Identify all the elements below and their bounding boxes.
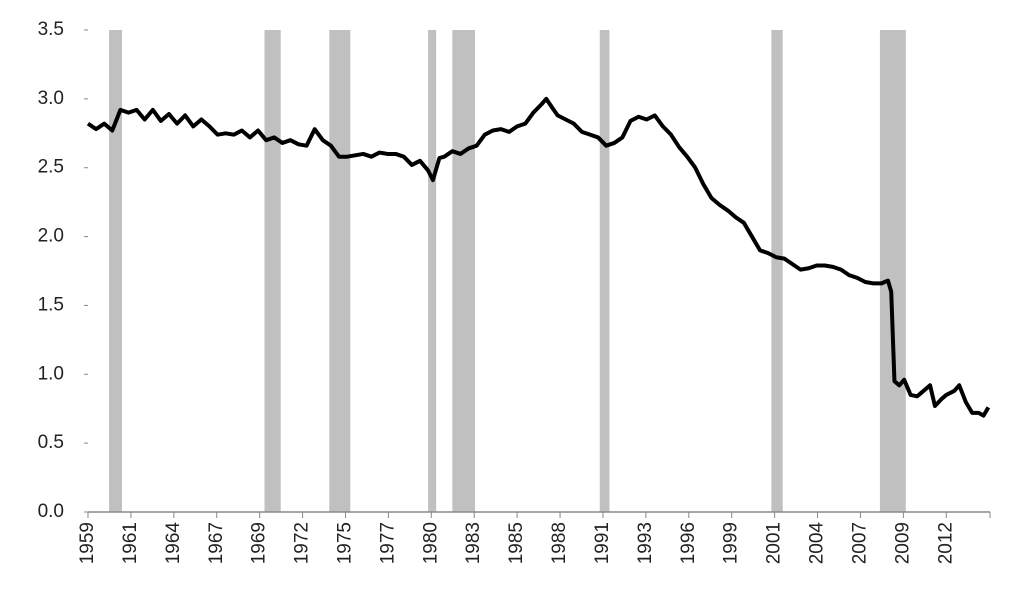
recession-shade [329,30,351,512]
recession-shade [452,30,476,512]
x-tick-label: 1988 [549,522,570,564]
x-tick-label: 1999 [721,522,742,564]
x-tick-label: 2012 [935,522,956,564]
x-tick-label: 1967 [206,522,227,564]
recession-shade [428,30,437,512]
y-tick-label: 0.5 [38,432,64,453]
y-tick-label: 2.0 [38,226,64,247]
y-tick-label: 1.0 [38,363,64,384]
x-tick-label: 1991 [592,522,613,564]
y-tick-label: 2.5 [38,157,64,178]
x-tick-label: 1985 [506,522,527,564]
x-tick-label: 2004 [807,522,828,565]
x-tick-label: 1977 [377,522,398,564]
x-tick-label: 1993 [635,522,656,564]
x-tick-label: 1964 [163,522,184,565]
y-tick-label: 3.0 [38,88,64,109]
x-tick-label: 2001 [764,522,785,564]
x-tick-label: 2009 [892,522,913,564]
x-tick-label: 1959 [77,522,98,564]
recession-shade [109,30,123,512]
x-tick-label: 1996 [678,522,699,564]
y-tick-label: 1.5 [38,294,64,315]
x-tick-label: 1980 [420,522,441,564]
recession-shade [599,30,610,512]
y-tick-label: 3.5 [38,19,64,40]
x-tick-label: 1969 [249,522,270,564]
y-tick-label: 0.0 [38,501,64,522]
x-tick-label: 1983 [463,522,484,564]
recession-shade [879,30,906,512]
x-tick-label: 2007 [849,522,870,564]
x-tick-label: 1972 [292,522,313,564]
recession-shade [264,30,281,512]
x-tick-label: 1975 [334,522,355,564]
series-line [86,96,991,418]
recession-shade [771,30,783,512]
x-tick-label: 1961 [120,522,141,564]
